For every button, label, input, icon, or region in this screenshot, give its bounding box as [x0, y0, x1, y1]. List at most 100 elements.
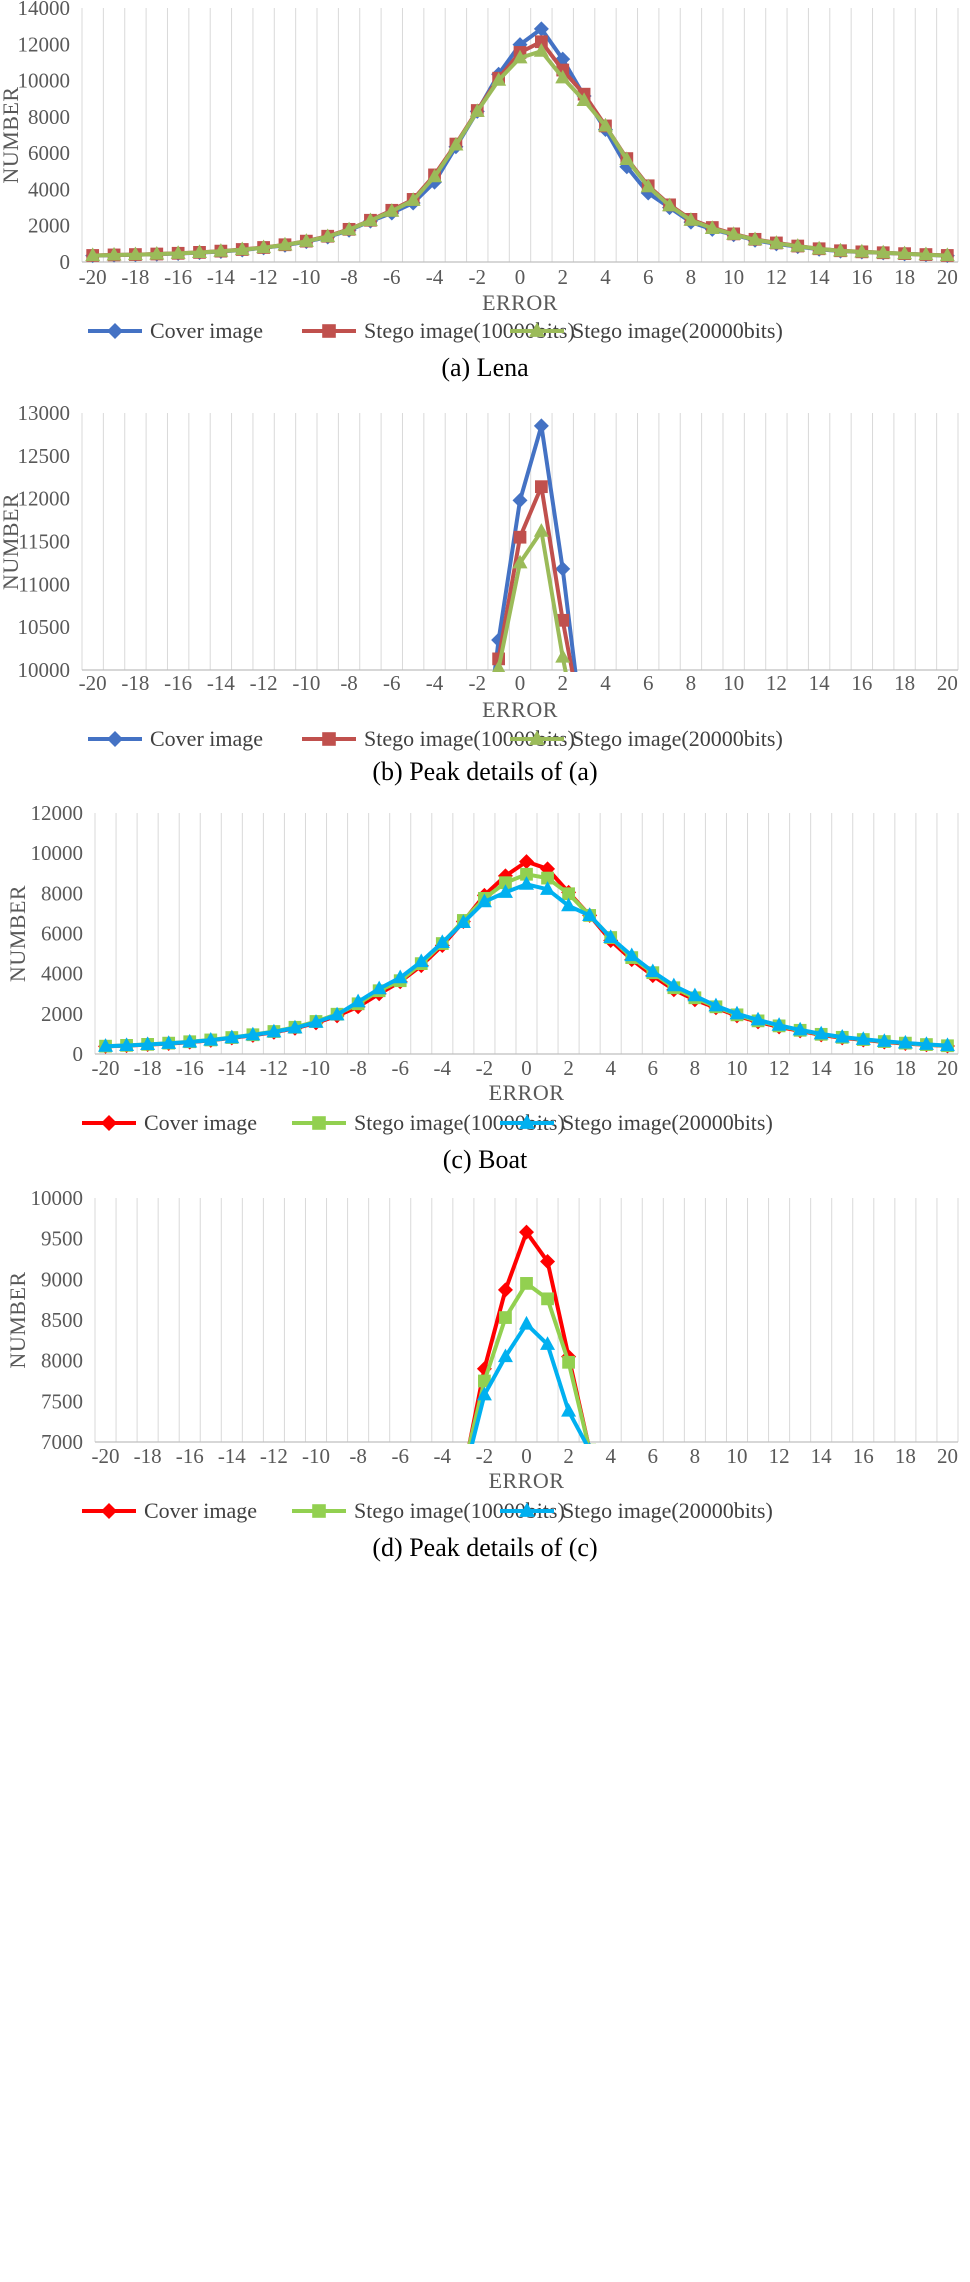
data-point: [127, 246, 143, 261]
data-point: [689, 1777, 702, 1790]
data-point: [98, 1038, 114, 1052]
data-point: [920, 1485, 933, 1498]
data-point: [877, 1955, 892, 1970]
data-point: [834, 1467, 847, 1480]
data-point: [815, 1925, 828, 1938]
data-point: [940, 1489, 955, 1504]
data-point: [392, 969, 408, 984]
data-point: [604, 1533, 617, 1546]
legend-marker: [107, 731, 123, 747]
data-point: [625, 1615, 638, 1628]
data-point: [448, 136, 464, 151]
legend-marker: [107, 323, 123, 339]
data-point: [555, 561, 571, 577]
data-point: [790, 1444, 805, 1458]
data-point: [561, 1402, 577, 1417]
data-point: [666, 977, 682, 992]
data-point: [729, 1849, 744, 1864]
data-point: [99, 1973, 112, 1986]
x-tick-label: 4: [600, 671, 611, 695]
data-point: [920, 1967, 933, 1980]
data-point: [876, 1475, 891, 1489]
data-point: [161, 1960, 176, 1974]
legend-label: Stego image(20000bits): [562, 1498, 773, 1523]
data-point: [266, 1914, 281, 1928]
data-point: [393, 1711, 408, 1726]
x-tick-label: 8: [690, 1056, 701, 1080]
data-point: [599, 878, 612, 891]
data-point: [352, 1802, 365, 1815]
data-point: [98, 1972, 113, 1986]
data-point: [832, 242, 848, 257]
data-point: [320, 1401, 335, 1416]
series-line-1: [467, 1230, 591, 1444]
data-point: [363, 1323, 378, 1337]
data-point: [171, 1478, 186, 1492]
data-point: [330, 1849, 345, 1864]
data-point: [726, 1388, 741, 1402]
data-point: [427, 168, 443, 183]
x-tick-label: -6: [383, 671, 401, 695]
x-tick-label: 14: [811, 1444, 833, 1468]
data-point: [645, 1670, 660, 1684]
x-tick-label: -18: [134, 1056, 162, 1080]
data-point: [898, 1962, 913, 1977]
data-point: [772, 1894, 787, 1909]
legend-marker: [529, 730, 545, 745]
x-tick-label: -8: [349, 1444, 367, 1468]
y-tick-label: 10000: [18, 69, 71, 93]
data-point: [224, 1937, 239, 1951]
data-point: [520, 867, 533, 881]
data-point: [834, 1028, 850, 1043]
series-line-3: [92, 49, 948, 258]
data-point: [162, 1961, 175, 1974]
data-point: [413, 953, 429, 968]
data-point: [773, 1891, 786, 1904]
data-point: [641, 1194, 656, 1209]
x-axis-title: ERROR: [489, 1080, 565, 1105]
data-point: [771, 1017, 787, 1031]
series-line-2: [105, 872, 948, 1049]
y-axis-title: NUMBER: [5, 1271, 30, 1368]
data-point: [300, 1422, 313, 1435]
data-point: [476, 893, 492, 908]
legend-marker: [322, 324, 336, 338]
y-tick-label: 0: [73, 1042, 84, 1066]
data-point: [941, 1972, 954, 1985]
data-point: [583, 1443, 597, 1444]
x-tick-label: -6: [383, 265, 401, 289]
plot-area: [98, 1224, 955, 1986]
data-point: [414, 1629, 429, 1643]
x-tick-label: 20: [937, 265, 958, 289]
y-tick-label: 9500: [41, 1227, 83, 1251]
data-point: [170, 245, 186, 259]
data-point: [683, 212, 699, 226]
data-point: [940, 1971, 955, 1986]
data-point: [107, 1487, 122, 1502]
data-point: [225, 1938, 238, 1951]
data-point: [299, 1423, 314, 1438]
plot-area: [107, 418, 955, 1504]
data-point: [192, 1475, 207, 1490]
data-point: [149, 245, 165, 260]
data-point: [161, 1035, 177, 1049]
data-point: [342, 1369, 357, 1384]
data-point: [540, 1336, 556, 1350]
data-point: [747, 231, 763, 246]
data-point: [140, 1966, 155, 1981]
data-point: [119, 1970, 134, 1985]
y-tick-label: 10000: [31, 1186, 84, 1210]
y-tick-label: 8000: [41, 881, 83, 905]
legend-label: Stego image(20000bits): [572, 318, 783, 343]
x-tick-label: 8: [686, 671, 697, 695]
data-point: [512, 49, 528, 64]
data-point: [624, 947, 640, 962]
data-point: [385, 1276, 398, 1289]
y-tick-label: 6000: [41, 922, 83, 946]
data-point: [497, 1282, 513, 1298]
figure-caption: (c) Boat: [443, 1145, 528, 1174]
x-tick-label: -20: [92, 1056, 120, 1080]
data-point: [603, 929, 619, 944]
data-point: [245, 1926, 260, 1940]
